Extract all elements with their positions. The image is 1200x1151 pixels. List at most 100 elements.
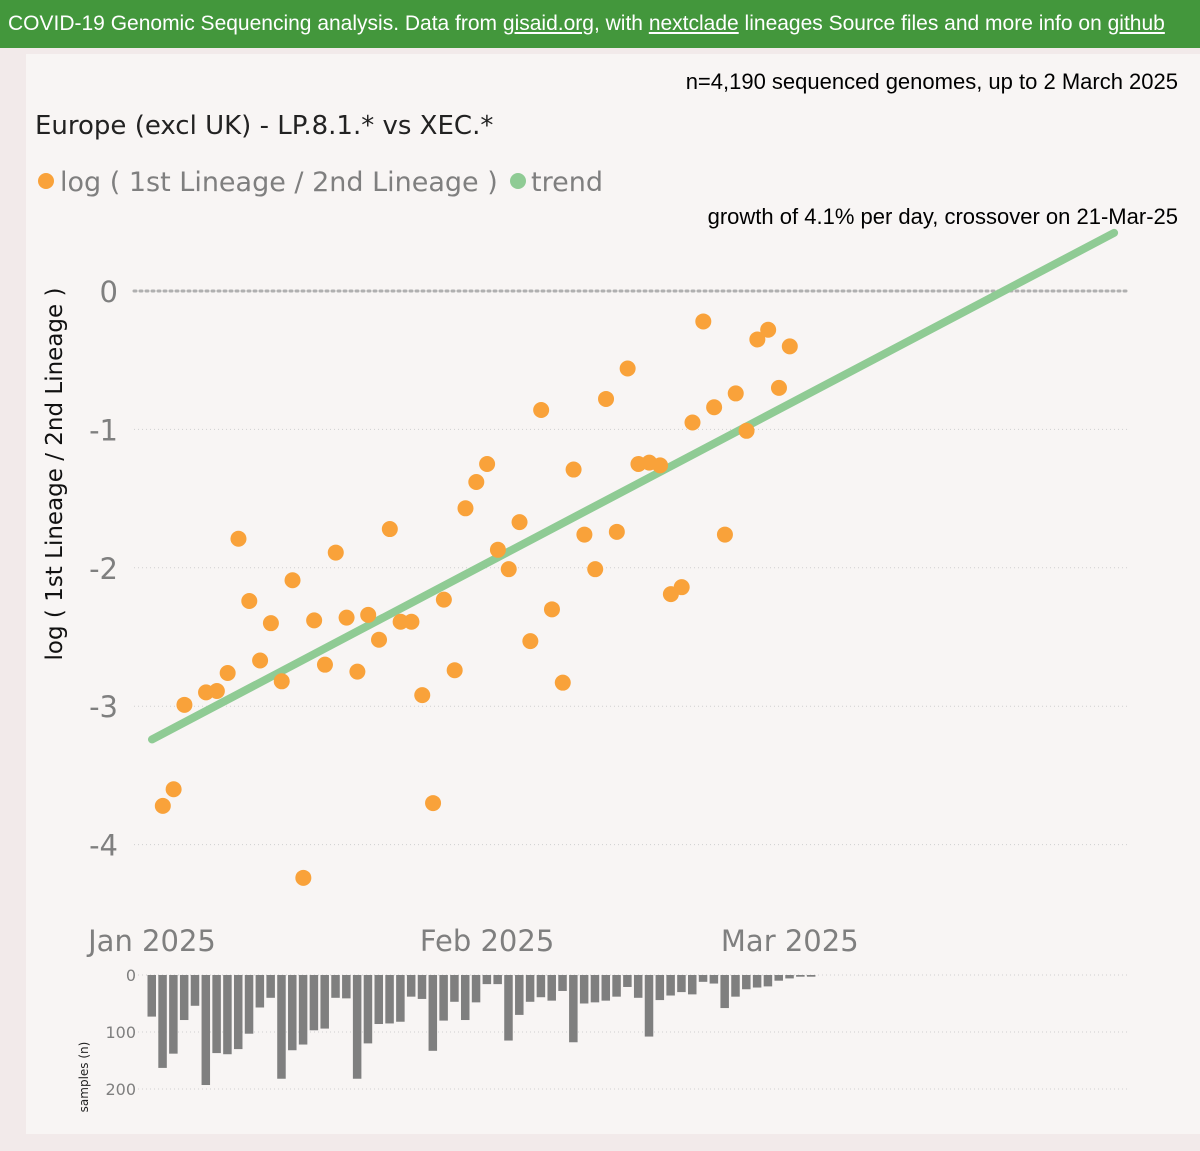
samples-bar[interactable]	[633, 975, 643, 998]
samples-bar[interactable]	[223, 975, 232, 1055]
data-point[interactable]	[522, 633, 539, 650]
data-point[interactable]	[252, 652, 269, 669]
samples-bar[interactable]	[201, 975, 211, 1086]
samples-bar[interactable]	[655, 975, 665, 1001]
samples-bar[interactable]	[288, 975, 297, 1051]
samples-bar[interactable]	[796, 975, 805, 977]
samples-bar[interactable]	[774, 975, 783, 981]
samples-bar[interactable]	[504, 975, 513, 1041]
nextclade-link[interactable]: nextclade	[648, 12, 739, 35]
data-point[interactable]	[338, 609, 355, 626]
data-point[interactable]	[716, 526, 733, 543]
samples-bar[interactable]	[731, 975, 740, 997]
samples-bar[interactable]	[439, 975, 448, 1021]
data-point[interactable]	[608, 523, 625, 540]
data-point[interactable]	[154, 797, 171, 814]
samples-bar[interactable]	[190, 975, 200, 1006]
samples-bar[interactable]	[385, 975, 394, 1024]
samples-bar[interactable]	[266, 975, 275, 998]
data-point[interactable]	[446, 662, 463, 679]
data-point[interactable]	[673, 579, 690, 596]
data-point[interactable]	[316, 656, 333, 673]
samples-bar[interactable]	[666, 975, 675, 996]
samples-bar[interactable]	[147, 975, 157, 1017]
samples-bar[interactable]	[428, 975, 438, 1051]
data-point[interactable]	[479, 456, 496, 472]
data-point[interactable]	[371, 631, 388, 648]
data-point[interactable]	[749, 331, 766, 348]
github-link[interactable]: github	[1107, 12, 1165, 35]
data-point[interactable]	[219, 664, 236, 681]
data-point[interactable]	[425, 795, 442, 812]
data-point[interactable]	[565, 461, 582, 478]
samples-bar[interactable]	[644, 975, 654, 1037]
data-point[interactable]	[619, 360, 636, 377]
samples-bar[interactable]	[547, 975, 556, 1001]
samples-bar[interactable]	[698, 975, 708, 982]
data-point[interactable]	[435, 591, 452, 608]
data-point[interactable]	[360, 606, 377, 623]
data-point[interactable]	[760, 321, 777, 338]
samples-bar[interactable]	[450, 975, 459, 1002]
samples-bar[interactable]	[752, 975, 762, 988]
samples-bar[interactable]	[406, 975, 416, 997]
samples-bar[interactable]	[417, 975, 427, 999]
samples-bar[interactable]	[169, 975, 178, 1054]
samples-bar[interactable]	[374, 975, 384, 1025]
data-point[interactable]	[598, 390, 615, 407]
data-point[interactable]	[403, 613, 420, 630]
gisaid-link[interactable]: gisaid.org	[502, 12, 594, 35]
samples-bar[interactable]	[536, 975, 546, 998]
data-point[interactable]	[176, 696, 193, 713]
samples-bar[interactable]	[763, 975, 773, 987]
data-point[interactable]	[489, 541, 506, 558]
data-point[interactable]	[511, 514, 528, 531]
samples-bar[interactable]	[158, 975, 167, 1068]
samples-bar[interactable]	[579, 975, 589, 1004]
legend-points-label[interactable]: log ( 1st Lineage / 2nd Lineage )	[60, 167, 498, 198]
samples-bar[interactable]	[482, 975, 492, 985]
samples-bar[interactable]	[460, 975, 470, 1021]
data-point[interactable]	[284, 572, 301, 589]
data-point[interactable]	[349, 663, 366, 680]
samples-bar[interactable]	[352, 975, 362, 1079]
samples-bar[interactable]	[515, 975, 524, 1015]
data-point[interactable]	[684, 414, 701, 431]
data-point[interactable]	[262, 615, 279, 632]
samples-bar[interactable]	[493, 975, 502, 985]
data-point[interactable]	[306, 612, 323, 629]
data-point[interactable]	[208, 682, 225, 699]
samples-bar[interactable]	[785, 975, 794, 979]
data-point[interactable]	[652, 457, 669, 474]
legend-trend-label[interactable]: trend	[531, 167, 603, 198]
data-point[interactable]	[587, 561, 604, 578]
data-point[interactable]	[738, 422, 755, 439]
data-point[interactable]	[695, 313, 712, 330]
samples-bar[interactable]	[244, 975, 254, 1034]
samples-bar[interactable]	[363, 975, 373, 1044]
samples-bar[interactable]	[677, 975, 686, 993]
samples-bar[interactable]	[590, 975, 600, 1003]
data-point[interactable]	[165, 781, 182, 798]
data-point[interactable]	[457, 500, 474, 517]
data-point[interactable]	[381, 521, 398, 538]
samples-bar[interactable]	[277, 975, 286, 1079]
samples-bar[interactable]	[298, 975, 308, 1045]
samples-bar[interactable]	[255, 975, 265, 1008]
data-point[interactable]	[706, 399, 723, 416]
data-point[interactable]	[543, 601, 560, 618]
samples-bar[interactable]	[331, 975, 340, 998]
samples-bar[interactable]	[525, 975, 535, 1002]
samples-bar[interactable]	[623, 975, 632, 987]
data-point[interactable]	[295, 869, 312, 886]
samples-bar[interactable]	[342, 975, 351, 999]
samples-bar[interactable]	[309, 975, 319, 1031]
data-point[interactable]	[414, 687, 431, 704]
data-point[interactable]	[533, 402, 550, 419]
data-point[interactable]	[230, 530, 247, 547]
samples-bar[interactable]	[720, 975, 729, 1009]
samples-bar[interactable]	[569, 975, 578, 1043]
data-point[interactable]	[576, 526, 593, 543]
data-point[interactable]	[468, 473, 485, 490]
samples-bar[interactable]	[558, 975, 567, 991]
